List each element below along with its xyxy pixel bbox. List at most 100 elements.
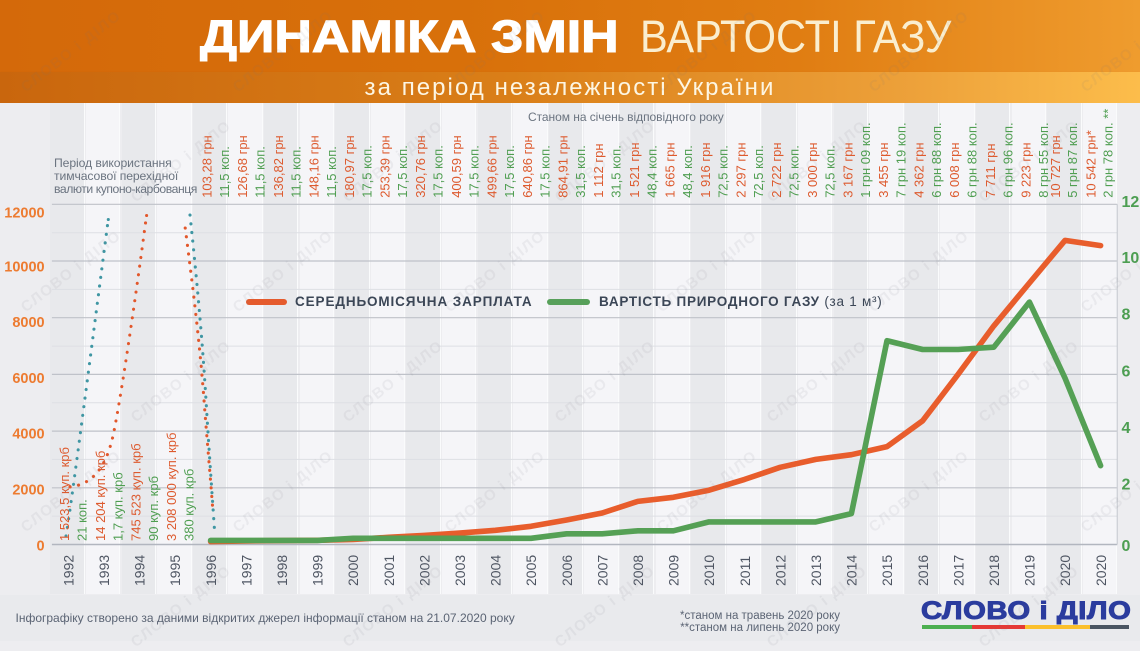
svg-text:3 455 грн: 3 455 грн: [876, 143, 891, 198]
svg-text:126,68 грн: 126,68 грн: [235, 135, 250, 198]
svg-text:6 грн 96 коп.: 6 грн 96 коп.: [1000, 122, 1015, 197]
svg-text:1 665 грн: 1 665 грн: [662, 143, 677, 198]
svg-text:2: 2: [1122, 477, 1131, 494]
svg-text:136,82 грн: 136,82 грн: [271, 135, 286, 198]
svg-text:9 223 грн: 9 223 грн: [1018, 143, 1033, 198]
svg-text:7 711 грн: 7 711 грн: [983, 143, 998, 197]
svg-text:1998: 1998: [274, 555, 290, 586]
svg-text:8 грн 55 коп.: 8 грн 55 коп.: [1036, 122, 1051, 197]
svg-text:2005: 2005: [523, 555, 539, 586]
svg-text:10 542 грн*: 10 542 грн*: [1084, 130, 1099, 198]
svg-text:1994: 1994: [132, 555, 148, 586]
svg-text:1999: 1999: [310, 555, 326, 586]
svg-text:8: 8: [1122, 307, 1131, 324]
svg-text:320,76 грн: 320,76 грн: [413, 135, 428, 198]
svg-text:2001: 2001: [381, 555, 397, 586]
svg-text:5 грн 87 коп.: 5 грн 87 коп.: [1065, 122, 1080, 197]
svg-text:499,66 грн: 499,66 грн: [484, 135, 499, 198]
svg-text:1993: 1993: [96, 555, 112, 586]
svg-text:180,97 грн: 180,97 грн: [342, 135, 357, 198]
svg-text:90 куп. крб: 90 куп. крб: [146, 476, 161, 541]
svg-text:1 523,5 куп. крб: 1 523,5 куп. крб: [57, 447, 72, 541]
svg-text:17,5 коп.: 17,5 коп.: [502, 145, 517, 198]
svg-text:2018: 2018: [986, 555, 1002, 586]
svg-text:17,5 коп.: 17,5 коп.: [431, 145, 446, 198]
svg-text:4000: 4000: [12, 427, 44, 443]
svg-text:2012: 2012: [772, 555, 788, 586]
svg-text:1992: 1992: [60, 555, 76, 586]
svg-text:31,5 коп.: 31,5 коп.: [573, 145, 588, 198]
svg-text:2006: 2006: [559, 555, 575, 586]
svg-text:17,5 коп.: 17,5 коп.: [466, 145, 481, 198]
svg-text:1 521 грн: 1 521 грн: [627, 143, 642, 198]
svg-text:2011: 2011: [737, 556, 753, 586]
svg-text:11,5 коп.: 11,5 коп.: [324, 146, 339, 198]
svg-text:2 722 грн: 2 722 грн: [769, 143, 784, 198]
svg-text:2003: 2003: [452, 555, 468, 586]
svg-text:17,5 коп.: 17,5 коп.: [360, 145, 375, 198]
svg-text:6 008 грн: 6 008 грн: [947, 143, 962, 198]
svg-text:3 208 000 куп. крб: 3 208 000 куп. крб: [164, 433, 179, 541]
svg-text:103,28 грн: 103,28 грн: [200, 135, 215, 198]
svg-text:10 727 грн: 10 727 грн: [1048, 135, 1063, 198]
svg-text:2010: 2010: [701, 555, 717, 586]
svg-text:2002: 2002: [416, 555, 432, 586]
svg-text:2007: 2007: [594, 555, 610, 586]
svg-text:1995: 1995: [167, 555, 183, 586]
svg-text:2017: 2017: [950, 555, 966, 586]
svg-text:253,39 грн: 253,39 грн: [378, 135, 393, 198]
svg-text:12000: 12000: [4, 205, 44, 221]
svg-text:72,5 коп.: 72,5 коп.: [822, 145, 837, 198]
svg-text:2000: 2000: [12, 483, 44, 499]
svg-text:745 523 куп. крб: 745 523 куп. крб: [128, 443, 143, 541]
svg-text:0: 0: [1122, 538, 1131, 555]
svg-text:12: 12: [1122, 194, 1140, 211]
svg-text:148,16 грн: 148,16 грн: [306, 135, 321, 198]
svg-text:6000: 6000: [12, 371, 44, 387]
svg-text:864,91 грн: 864,91 грн: [556, 135, 571, 198]
svg-text:2000: 2000: [345, 555, 361, 586]
svg-text:72,5 коп.: 72,5 коп.: [751, 145, 766, 198]
svg-text:1,7 куп. крб: 1,7 куп. крб: [110, 472, 125, 541]
svg-text:2004: 2004: [488, 555, 504, 586]
svg-text:1996: 1996: [203, 555, 219, 586]
svg-text:11,5 коп.: 11,5 коп.: [253, 146, 268, 198]
svg-text:31,5 коп.: 31,5 коп.: [609, 145, 624, 198]
svg-text:2013: 2013: [808, 555, 824, 586]
svg-text:72,5 коп.: 72,5 коп.: [787, 145, 802, 198]
svg-text:2 грн 78 коп. **: 2 грн 78 коп. **: [1101, 109, 1116, 198]
svg-text:48,4 коп.: 48,4 коп.: [680, 145, 695, 198]
svg-text:17,5 коп.: 17,5 коп.: [395, 145, 410, 198]
svg-text:380 куп. крб: 380 куп. крб: [182, 469, 197, 541]
svg-text:1997: 1997: [238, 555, 254, 586]
svg-text:17,5 коп.: 17,5 коп.: [538, 145, 553, 198]
svg-text:640,86 грн: 640,86 грн: [520, 135, 535, 198]
svg-text:6: 6: [1122, 363, 1131, 380]
svg-text:14 204 куп. крб: 14 204 куп. крб: [93, 451, 108, 541]
svg-text:6 грн 88 коп.: 6 грн 88 коп.: [929, 122, 944, 197]
svg-text:21 коп.: 21 коп.: [75, 499, 90, 541]
svg-text:1 916 грн: 1 916 грн: [698, 143, 713, 198]
svg-text:10000: 10000: [4, 260, 44, 276]
svg-text:4: 4: [1122, 420, 1131, 437]
svg-text:2015: 2015: [879, 555, 895, 586]
svg-text:2019: 2019: [1022, 555, 1038, 586]
svg-text:3 000 грн: 3 000 грн: [805, 143, 820, 198]
svg-text:0: 0: [37, 538, 45, 554]
svg-text:6 грн 88 коп.: 6 грн 88 коп.: [965, 122, 980, 197]
svg-text:2020: 2020: [1057, 555, 1073, 586]
svg-text:2020: 2020: [1093, 555, 1109, 586]
svg-text:2 297 грн: 2 297 грн: [734, 143, 749, 198]
svg-text:3 167 грн: 3 167 грн: [840, 143, 855, 198]
svg-text:2008: 2008: [630, 555, 646, 586]
svg-text:8000: 8000: [12, 315, 44, 331]
svg-text:4 362 грн: 4 362 грн: [912, 143, 927, 198]
svg-text:2014: 2014: [844, 555, 860, 586]
svg-text:2009: 2009: [666, 555, 682, 586]
svg-text:48,4 коп.: 48,4 коп.: [644, 145, 659, 198]
svg-text:72,5 коп.: 72,5 коп.: [716, 145, 731, 198]
svg-text:1 112 грн: 1 112 грн: [591, 143, 606, 197]
svg-text:11,5 коп.: 11,5 коп.: [288, 146, 303, 198]
svg-text:7 грн 19 коп.: 7 грн 19 коп.: [894, 122, 909, 197]
svg-text:10: 10: [1122, 250, 1140, 267]
